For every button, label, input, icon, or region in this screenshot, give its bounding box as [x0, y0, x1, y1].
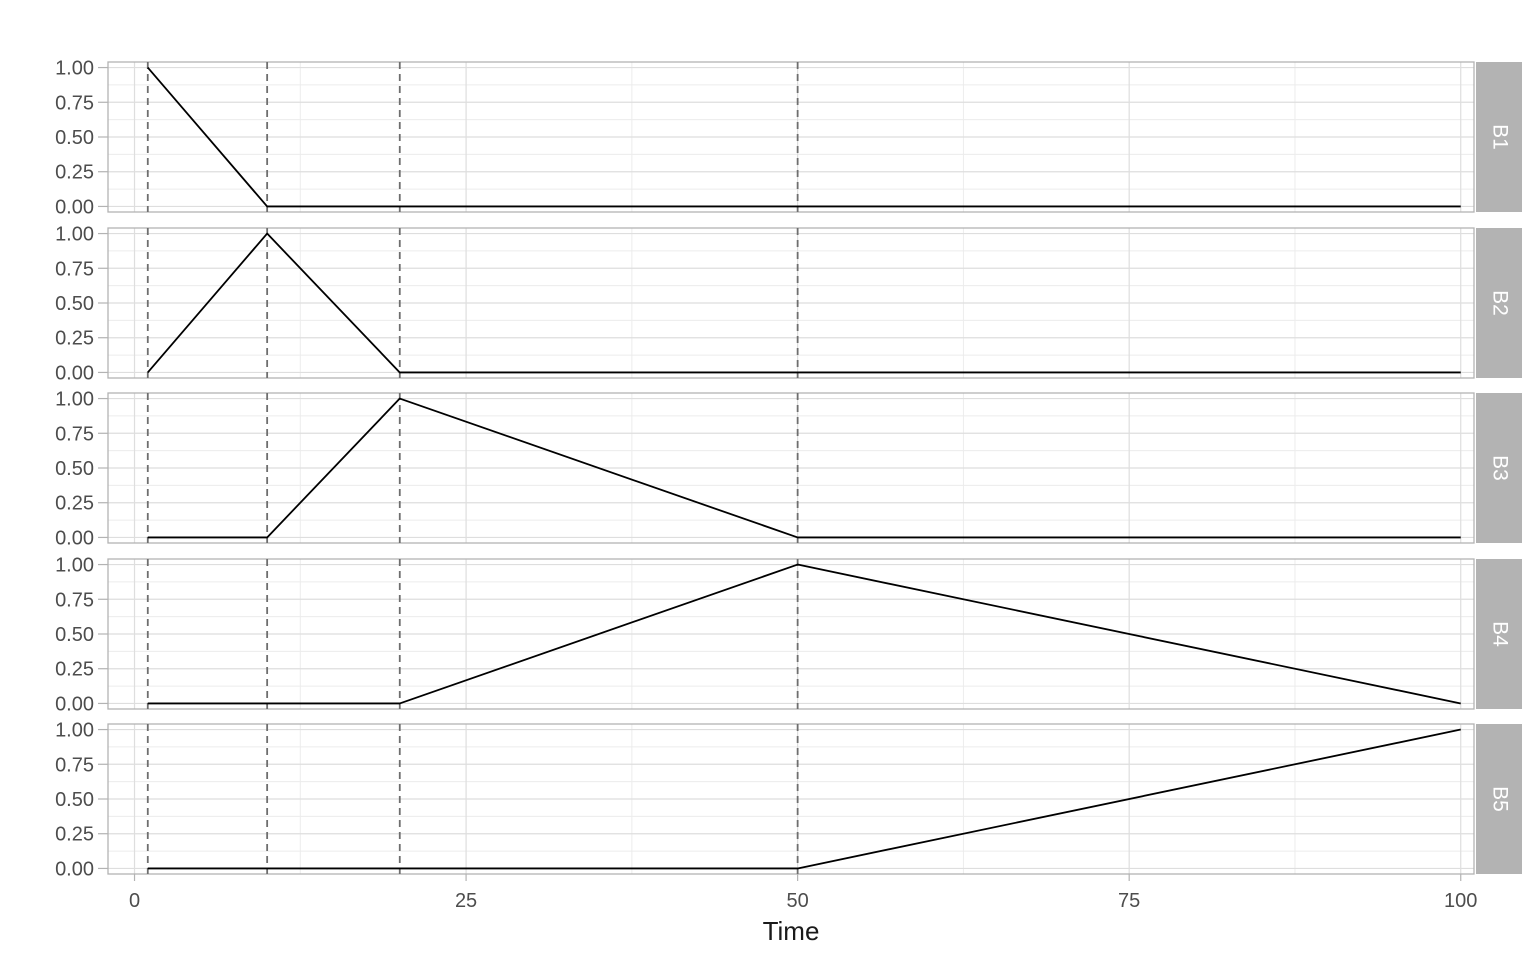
x-axis-title: Time [763, 916, 820, 946]
y-tick-label: 0.50 [55, 624, 94, 646]
x-tick-label: 50 [787, 890, 809, 912]
facet-strip [1476, 393, 1522, 543]
y-tick-label: 0.25 [55, 493, 94, 515]
series-line-b4 [147, 563, 1461, 705]
panel-b2: 0.00 0.25 0.50 0.75 1.00 B2 [55, 224, 1522, 384]
y-tick-label: 0.50 [55, 458, 94, 480]
panel-b4: 0.00 0.25 0.50 0.75 1.00 B4 [55, 555, 1522, 715]
y-tick-label: 0.75 [55, 92, 94, 114]
y-tick-label: 0.00 [55, 196, 94, 218]
series-line-b1 [147, 66, 1461, 208]
y-tick-label: 1.00 [55, 720, 94, 742]
x-axis: 0 25 50 75 100 [129, 874, 1477, 912]
y-tick-label: 0.50 [55, 127, 94, 149]
panel-b5: 0.00 0.25 0.50 0.75 1.00 B5 [55, 720, 1522, 880]
y-tick-label: 0.75 [55, 258, 94, 280]
series-line-b3 [147, 397, 1461, 539]
y-tick-label: 1.00 [55, 555, 94, 577]
panels: 0.00 0.25 0.50 0.75 1.00 B1 0.00 0.25 0.50 0.75 1.… [55, 58, 1522, 880]
y-tick-label: 0.25 [55, 659, 94, 681]
y-tick-label: 0.00 [55, 858, 94, 880]
x-tick-label: 100 [1444, 890, 1477, 912]
facet-strip-label: B2 [1488, 290, 1511, 316]
series-line-b5 [147, 728, 1461, 870]
facet-strip [1476, 62, 1522, 212]
facet-strip-label: B1 [1488, 124, 1511, 150]
y-tick-label: 0.50 [55, 293, 94, 315]
y-tick-label: 0.25 [55, 328, 94, 350]
y-tick-label: 0.00 [55, 693, 94, 715]
facet-strip [1476, 228, 1522, 378]
series-line-b2 [147, 232, 1461, 374]
x-tick-label: 25 [455, 890, 477, 912]
y-tick-label: 0.75 [55, 754, 94, 776]
x-tick-label: 75 [1118, 890, 1140, 912]
y-tick-label: 0.00 [55, 362, 94, 384]
y-tick-label: 0.25 [55, 162, 94, 184]
y-tick-label: 1.00 [55, 58, 94, 80]
y-tick-label: 0.00 [55, 527, 94, 549]
facet-strip [1476, 724, 1522, 874]
y-tick-label: 0.75 [55, 423, 94, 445]
y-tick-label: 0.75 [55, 589, 94, 611]
y-tick-label: 0.50 [55, 789, 94, 811]
panel-b3: 0.00 0.25 0.50 0.75 1.00 B3 [55, 389, 1522, 549]
y-tick-label: 1.00 [55, 389, 94, 411]
facet-strip-label: B4 [1488, 621, 1511, 647]
x-tick-label: 0 [129, 890, 140, 912]
y-tick-label: 0.25 [55, 824, 94, 846]
facet-strip-label: B3 [1488, 455, 1511, 481]
panel-b1: 0.00 0.25 0.50 0.75 1.00 B1 [55, 58, 1522, 218]
y-tick-label: 1.00 [55, 224, 94, 246]
facet-strip-label: B5 [1488, 786, 1511, 812]
facet-strip [1476, 559, 1522, 709]
